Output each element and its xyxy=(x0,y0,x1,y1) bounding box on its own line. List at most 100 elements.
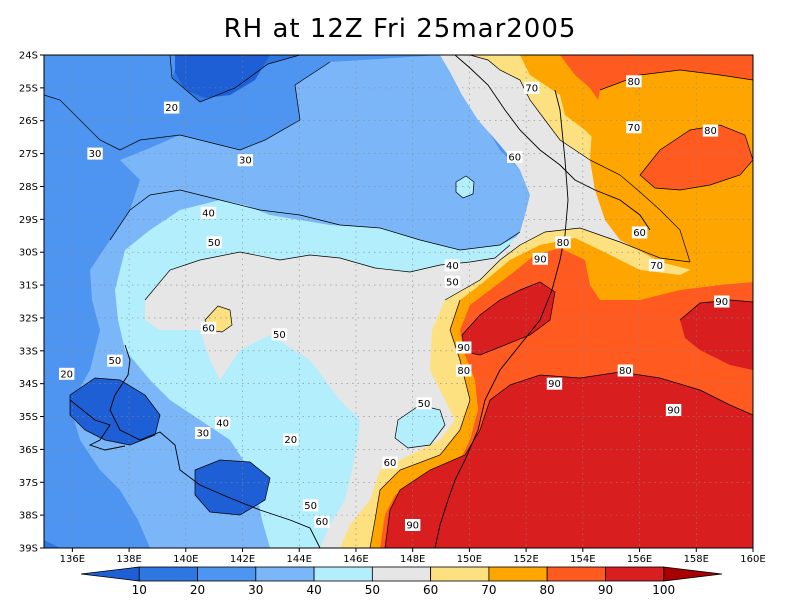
x-tick-label: 158E xyxy=(684,554,709,565)
field-band-100-east xyxy=(680,300,753,370)
x-tick-label: 150E xyxy=(457,554,482,565)
field-upper-right-90 xyxy=(640,125,753,190)
contour-label-bg xyxy=(107,354,123,367)
contour-label-bg xyxy=(200,206,217,219)
colorbar-swatch xyxy=(313,566,373,582)
contour-label-bg xyxy=(524,81,540,94)
contour-label-bg xyxy=(456,364,472,377)
contour-label-bg xyxy=(404,518,421,531)
contour-label: 80 xyxy=(557,238,570,249)
contour-label-bg xyxy=(444,259,461,272)
contour-label: 30 xyxy=(89,149,102,160)
contour-label-bg xyxy=(58,367,75,380)
chart-title: RH at 12Z Fri 25mar2005 xyxy=(223,14,577,44)
y-tick-label: 24S xyxy=(19,51,38,62)
contour-label-bg xyxy=(283,433,299,446)
contour-label: 70 xyxy=(650,261,663,272)
x-tick-label: 152E xyxy=(513,554,538,565)
colorbar-swatch xyxy=(546,566,606,582)
colorbar-label: 40 xyxy=(306,583,321,597)
contour-label: 90 xyxy=(457,343,470,354)
plot-frame xyxy=(43,54,754,549)
contour-label: 80 xyxy=(704,126,717,137)
y-tick-label: 35S xyxy=(19,412,38,423)
field-low-rh-north xyxy=(175,55,270,98)
y-tick-label: 32S xyxy=(19,313,38,324)
y-axis: 24S 25S 26S 27S 28S 29S 30S 31S 32S 33S 34S 35S 36S 3… xyxy=(19,51,44,555)
y-tick-label: 38S xyxy=(19,511,38,522)
contour-label: 40 xyxy=(202,208,215,219)
y-tick-label: 36S xyxy=(19,445,38,456)
contour-label-bg xyxy=(444,275,461,288)
x-tick-label: 146E xyxy=(343,554,368,565)
contour-label: 70 xyxy=(628,123,641,134)
contour-label-bg xyxy=(456,341,472,354)
contour-label: 50 xyxy=(446,277,459,288)
contour-label: 30 xyxy=(196,428,209,439)
contour-label: 20 xyxy=(165,103,178,114)
y-tick-label: 37S xyxy=(19,478,38,489)
contour-label: 50 xyxy=(273,330,286,341)
contour-label: 80 xyxy=(457,366,470,377)
field-island-50-60 xyxy=(395,405,445,448)
field-band-100-32s xyxy=(462,282,555,355)
contour-label-bg xyxy=(714,295,730,308)
y-tick-label: 25S xyxy=(19,83,38,94)
x-tick-label: 136E xyxy=(60,554,85,565)
contour-label: 50 xyxy=(208,238,221,249)
field-band-20-30-west xyxy=(44,55,180,150)
contour-label: 60 xyxy=(633,228,646,239)
contour-label: 20 xyxy=(284,435,297,446)
contour-label-bg xyxy=(617,364,634,377)
colorbar-label: 10 xyxy=(132,583,147,597)
contour-label: 80 xyxy=(628,77,641,88)
colorbar-swatch xyxy=(371,566,432,582)
contour-label: 90 xyxy=(667,405,680,416)
contour-label: 90 xyxy=(548,379,561,390)
x-tick-label: 142E xyxy=(230,554,255,565)
rh-field xyxy=(44,55,753,548)
x-tick-label: 138E xyxy=(116,554,141,565)
colorbar-swatch xyxy=(605,566,665,582)
contour-label-bg xyxy=(631,226,648,239)
contour-label: 70 xyxy=(525,83,538,94)
colorbar-label: 20 xyxy=(190,583,205,597)
x-tick-label: 160E xyxy=(740,554,765,565)
y-tick-label: 31S xyxy=(19,281,38,292)
contour-label: 40 xyxy=(216,419,229,430)
y-tick-label: 27S xyxy=(19,149,38,160)
contour-label: 50 xyxy=(304,501,317,512)
contour-label-bg xyxy=(271,328,288,341)
colorbar-swatch xyxy=(488,566,548,582)
colorbar-label: 90 xyxy=(598,583,613,597)
contour-label: 90 xyxy=(406,520,419,531)
x-axis: 136E 138E 140E 142E 144E 146E 148E 150E 152E 154E… xyxy=(60,548,766,565)
y-tick-label: 34S xyxy=(19,379,38,390)
colorbar-swatch xyxy=(197,566,257,582)
contour-lines xyxy=(44,55,753,548)
contour-label-bg xyxy=(302,499,319,512)
contour-label: 60 xyxy=(316,517,329,528)
colorbar-label: 60 xyxy=(423,583,438,597)
contour-label-bg xyxy=(314,515,330,528)
contour-label: 40 xyxy=(446,261,459,272)
contour-label-bg xyxy=(214,417,231,430)
x-tick-label: 156E xyxy=(627,554,652,565)
contour-label-bg xyxy=(200,321,217,334)
contour-label-bg xyxy=(87,147,103,160)
colorbar-label: 100 xyxy=(652,583,675,597)
field-low-rh-south xyxy=(195,460,270,515)
contour-label-bg xyxy=(665,403,682,416)
contour-label: 50 xyxy=(109,356,122,367)
coastline xyxy=(69,55,651,548)
contour-label-bg xyxy=(206,236,222,249)
colorbar-label: 80 xyxy=(540,583,555,597)
contour-label-bg xyxy=(648,259,665,272)
y-tick-label: 28S xyxy=(19,182,38,193)
contour-label-bg xyxy=(382,456,398,469)
contour-label-bg xyxy=(163,101,180,114)
y-tick-label: 39S xyxy=(19,544,38,555)
contour-label-bg xyxy=(237,154,254,167)
